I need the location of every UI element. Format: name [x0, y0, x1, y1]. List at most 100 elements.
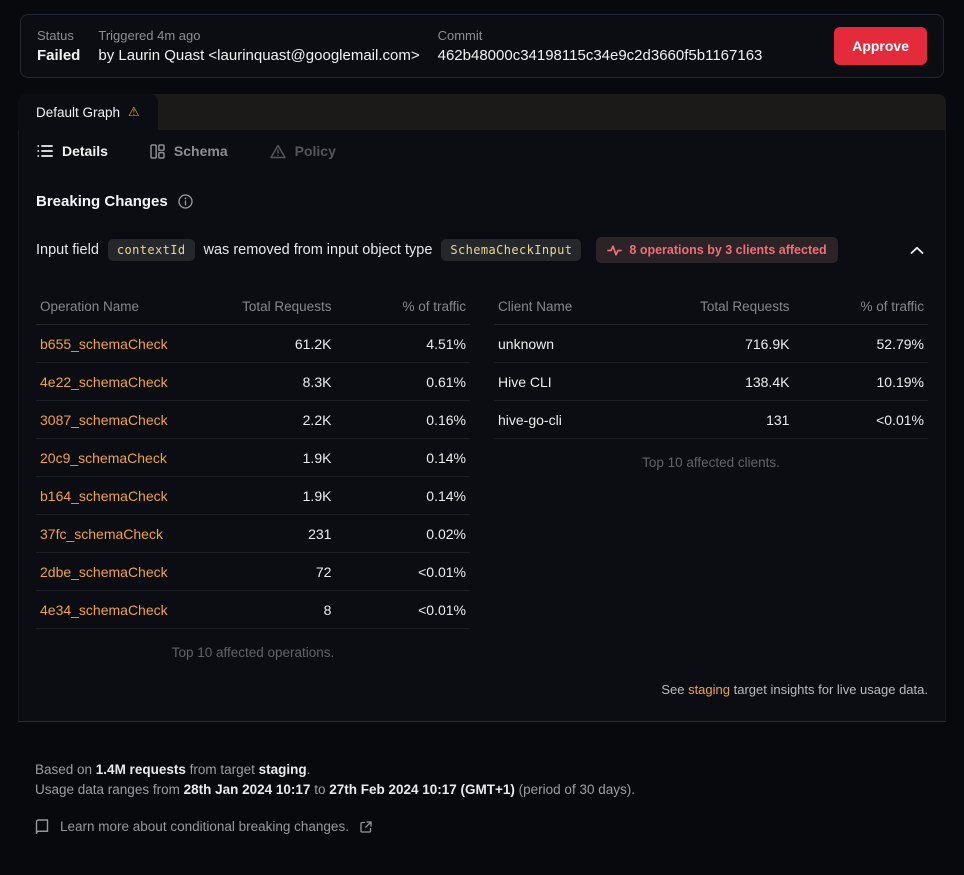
table-row: hive-go-cli 131 <0.01%: [494, 400, 928, 439]
learn-more-link[interactable]: Learn more about conditional breaking ch…: [35, 817, 944, 837]
range-end-date: 27th Feb 2024 10:17 (GMT+1): [329, 782, 515, 797]
range-to-text: to: [310, 782, 330, 797]
traffic-cell: 0.02%: [335, 514, 470, 553]
tab-schema-label: Schema: [173, 143, 228, 159]
traffic-cell: <0.01%: [793, 400, 928, 439]
client-name-cell: unknown: [494, 324, 685, 363]
operations-caption: Top 10 affected operations.: [171, 645, 335, 660]
tab-policy[interactable]: Policy: [269, 143, 336, 159]
breaking-change-row[interactable]: Input field contextId was removed from i…: [36, 237, 928, 263]
traffic-cell: <0.01%: [335, 590, 470, 629]
table-row: 3087_schemaCheck 2.2K 0.16%: [36, 400, 470, 439]
tab-default-graph[interactable]: Default Graph ⚠: [18, 94, 158, 130]
staging-target-link[interactable]: staging: [688, 682, 730, 697]
table-row: Hive CLI 138.4K 10.19%: [494, 362, 928, 401]
collapse-chevron-up-icon[interactable]: [906, 239, 928, 262]
date-range-line: Usage data ranges from 28th Jan 2024 10:…: [35, 780, 944, 800]
range-text: Usage data ranges from: [35, 782, 184, 797]
tab-details-label: Details: [62, 143, 108, 159]
list-icon: [37, 144, 53, 158]
warning-triangle-icon: ⚠: [128, 104, 140, 119]
info-icon[interactable]: [178, 194, 193, 209]
requests-cell: 131: [684, 400, 794, 439]
status-value: Failed: [37, 47, 81, 64]
clients-col-name: Client Name: [494, 289, 685, 325]
clients-col-traffic: % of traffic: [793, 289, 928, 325]
operations-table: Operation Name Total Requests % of traff…: [36, 289, 470, 629]
tab-schema[interactable]: Schema: [150, 143, 228, 159]
pulse-icon: [607, 244, 623, 256]
type-code-chip: SchemaCheckInput: [441, 239, 582, 261]
tab-details[interactable]: Details: [37, 143, 108, 159]
requests-cell: 72: [226, 552, 336, 591]
insights-note-suffix: target insights for live usage data.: [729, 682, 928, 697]
book-icon: [35, 819, 49, 835]
client-name-cell: Hive CLI: [494, 362, 685, 401]
traffic-cell: 52.79%: [793, 324, 928, 363]
insights-note: See staging target insights for live usa…: [36, 682, 928, 697]
based-on-text: Based on: [35, 762, 96, 777]
status-column: Status Failed: [37, 28, 80, 64]
operations-usage-column: Operation Name Total Requests % of traff…: [36, 289, 470, 660]
client-name-cell: hive-go-cli: [494, 400, 685, 439]
requests-cell: 1.9K: [226, 438, 336, 477]
operations-col-name: Operation Name: [36, 289, 227, 325]
period-end-text: .: [306, 762, 311, 777]
requests-cell: 1.9K: [226, 476, 336, 515]
requests-cell: 231: [226, 514, 336, 553]
check-panel: Default Graph ⚠ Details: [18, 94, 946, 722]
table-row: b164_schemaCheck 1.9K 0.14%: [36, 476, 470, 515]
requests-cell: 2.2K: [226, 400, 336, 439]
table-row: 4e34_schemaCheck 8 <0.01%: [36, 590, 470, 629]
target-name: staging: [258, 762, 307, 777]
requests-cell: 61.2K: [226, 324, 336, 363]
affected-badge-label: 8 operations by 3 clients affected: [629, 243, 827, 257]
requests-cell: 138.4K: [684, 362, 794, 401]
table-row: 4e22_schemaCheck 8.3K 0.61%: [36, 362, 470, 401]
commit-label: Commit: [437, 28, 483, 43]
affected-operations-badge[interactable]: 8 operations by 3 clients affected: [596, 237, 838, 263]
clients-col-requests: Total Requests: [684, 289, 794, 325]
traffic-cell: <0.01%: [335, 552, 470, 591]
operations-col-traffic: % of traffic: [335, 289, 470, 325]
operation-link[interactable]: 2dbe_schemaCheck: [40, 563, 168, 580]
clients-usage-column: Client Name Total Requests % of traffic …: [494, 289, 928, 470]
operation-link[interactable]: 4e34_schemaCheck: [40, 601, 168, 618]
triggered-column: Triggered 4m ago by Laurin Quast <laurin…: [98, 28, 419, 64]
requests-count: 1.4M requests: [95, 762, 186, 777]
triggered-label: Triggered 4m ago: [98, 28, 201, 43]
graph-tab-strip: Default Graph ⚠: [18, 94, 946, 130]
table-row: 37fc_schemaCheck 231 0.02%: [36, 514, 470, 553]
operation-link[interactable]: 3087_schemaCheck: [40, 411, 168, 428]
traffic-cell: 0.14%: [335, 476, 470, 515]
operation-link[interactable]: 4e22_schemaCheck: [40, 373, 168, 390]
table-row: unknown 716.9K 52.79%: [494, 324, 928, 363]
status-label: Status: [37, 28, 74, 43]
external-link-icon: [360, 821, 372, 833]
graph-tab-label: Default Graph: [36, 104, 121, 120]
commit-hash: 462b48000c34198115c34e9c2d3660f5b1167163: [437, 47, 763, 64]
operations-col-requests: Total Requests: [226, 289, 336, 325]
from-target-text: from target: [185, 762, 259, 777]
triggered-author: by Laurin Quast <laurinquast@googlemail.…: [98, 47, 420, 64]
table-row: b655_schemaCheck 61.2K 4.51%: [36, 324, 470, 363]
schema-icon: [150, 143, 165, 159]
operation-link[interactable]: 37fc_schemaCheck: [40, 525, 163, 542]
field-code-chip: contextId: [107, 239, 195, 261]
based-on-line: Based on 1.4M requests from target stagi…: [35, 760, 944, 780]
range-period-text: (period of 30 days).: [514, 782, 635, 797]
operation-link[interactable]: b164_schemaCheck: [40, 487, 168, 504]
usage-footer: Based on 1.4M requests from target stagi…: [35, 760, 944, 837]
commit-column: Commit 462b48000c34198115c34e9c2d3660f5b…: [438, 28, 763, 64]
table-row: 2dbe_schemaCheck 72 <0.01%: [36, 552, 470, 591]
operation-link[interactable]: 20c9_schemaCheck: [40, 449, 167, 466]
traffic-cell: 4.51%: [335, 324, 470, 363]
traffic-cell: 0.16%: [335, 400, 470, 439]
breaking-changes-title: Breaking Changes: [36, 193, 168, 210]
operation-link[interactable]: b655_schemaCheck: [40, 335, 168, 352]
insights-note-prefix: See: [661, 682, 689, 697]
requests-cell: 8: [226, 590, 336, 629]
approve-button[interactable]: Approve: [834, 27, 927, 65]
view-nav: Details Schema: [36, 130, 928, 171]
panel-body: Details Schema: [18, 130, 946, 722]
